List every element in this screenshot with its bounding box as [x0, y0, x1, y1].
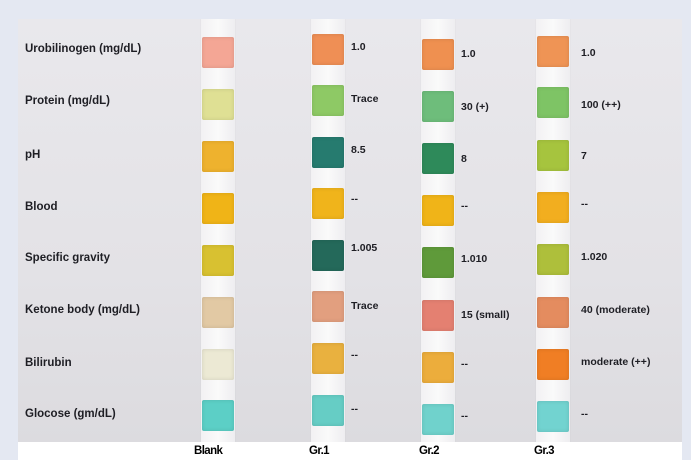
pad-gr3-ph [537, 140, 569, 171]
pad-gr3-ketone [537, 297, 569, 328]
strip-gr1 [311, 19, 345, 442]
value-gr3-blood: -- [581, 198, 588, 210]
pad-gr1-ketone [312, 291, 344, 322]
column-label-gr3: Gr.3 [534, 445, 555, 457]
pad-gr1-protein [312, 85, 344, 116]
value-gr1-blood: -- [351, 193, 358, 205]
value-gr2-specific-gravity: 1.010 [461, 253, 488, 265]
pad-gr1-specific-gravity [312, 240, 344, 271]
pad-blank-blood [202, 193, 234, 224]
pad-gr2-glucose [422, 404, 454, 435]
pad-blank-bilirubin [202, 349, 234, 380]
row-label-glucose: Glocose (gm/dL) [25, 408, 116, 420]
pad-blank-ketone [202, 297, 234, 328]
pad-blank-glucose [202, 400, 234, 431]
value-gr3-ph: 7 [581, 150, 587, 162]
value-gr2-glucose: -- [461, 410, 468, 422]
pad-blank-protein [202, 89, 234, 120]
urine-test-strip-photo: Urobilinogen (mg/dL) Protein (mg/dL) pH … [18, 19, 682, 442]
pad-gr3-specific-gravity [537, 244, 569, 275]
pad-gr2-specific-gravity [422, 247, 454, 278]
pad-gr1-urobilinogen [312, 34, 344, 65]
value-gr3-specific-gravity: 1.020 [581, 251, 608, 263]
pad-gr2-blood [422, 195, 454, 226]
pad-gr2-urobilinogen [422, 39, 454, 70]
pad-gr3-protein [537, 87, 569, 118]
pad-gr2-ketone [422, 300, 454, 331]
pad-gr2-bilirubin [422, 352, 454, 383]
value-gr2-bilirubin: -- [461, 358, 468, 370]
value-gr1-bilirubin: -- [351, 349, 358, 361]
value-gr1-protein: Trace [351, 93, 379, 105]
row-label-blood: Blood [25, 201, 58, 213]
pad-gr1-blood [312, 188, 344, 219]
value-gr2-ketone: 15 (small) [461, 309, 510, 321]
value-gr2-protein: 30 (+) [461, 101, 489, 113]
value-gr1-specific-gravity: 1.005 [351, 242, 378, 254]
pad-gr1-ph [312, 137, 344, 168]
row-label-specific-gravity: Specific gravity [25, 252, 111, 264]
value-gr3-protein: 100 (++) [581, 99, 621, 111]
row-label-urobilinogen: Urobilinogen (mg/dL) [25, 43, 142, 55]
value-gr2-ph: 8 [461, 153, 467, 165]
row-label-bilirubin: Bilirubin [25, 357, 72, 369]
value-gr1-urobilinogen: 1.0 [351, 41, 366, 53]
value-gr3-urobilinogen: 1.0 [581, 47, 596, 59]
value-gr3-bilirubin: moderate (++) [581, 356, 651, 368]
pad-blank-ph [202, 141, 234, 172]
pad-gr3-bilirubin [537, 349, 569, 380]
value-gr1-glucose: -- [351, 403, 358, 415]
row-label-ph: pH [25, 149, 41, 161]
column-label-blank: Blank [194, 445, 223, 457]
value-gr2-blood: -- [461, 200, 468, 212]
column-label-bar [18, 442, 682, 460]
pad-gr3-glucose [537, 401, 569, 432]
pad-gr1-bilirubin [312, 343, 344, 374]
pad-gr1-glucose [312, 395, 344, 426]
column-label-gr1: Gr.1 [309, 445, 330, 457]
row-label-ketone: Ketone body (mg/dL) [25, 304, 140, 316]
row-label-protein: Protein (mg/dL) [25, 95, 110, 107]
pad-blank-urobilinogen [202, 37, 234, 68]
pad-blank-specific-gravity [202, 245, 234, 276]
value-gr1-ph: 8.5 [351, 144, 366, 156]
value-gr3-ketone: 40 (moderate) [581, 304, 650, 316]
pad-gr2-ph [422, 143, 454, 174]
pad-gr3-urobilinogen [537, 36, 569, 67]
value-gr2-urobilinogen: 1.0 [461, 48, 476, 60]
pad-gr3-blood [537, 192, 569, 223]
pad-gr2-protein [422, 91, 454, 122]
value-gr1-ketone: Trace [351, 300, 379, 312]
value-gr3-glucose: -- [581, 408, 588, 420]
column-label-gr2: Gr.2 [419, 445, 440, 457]
